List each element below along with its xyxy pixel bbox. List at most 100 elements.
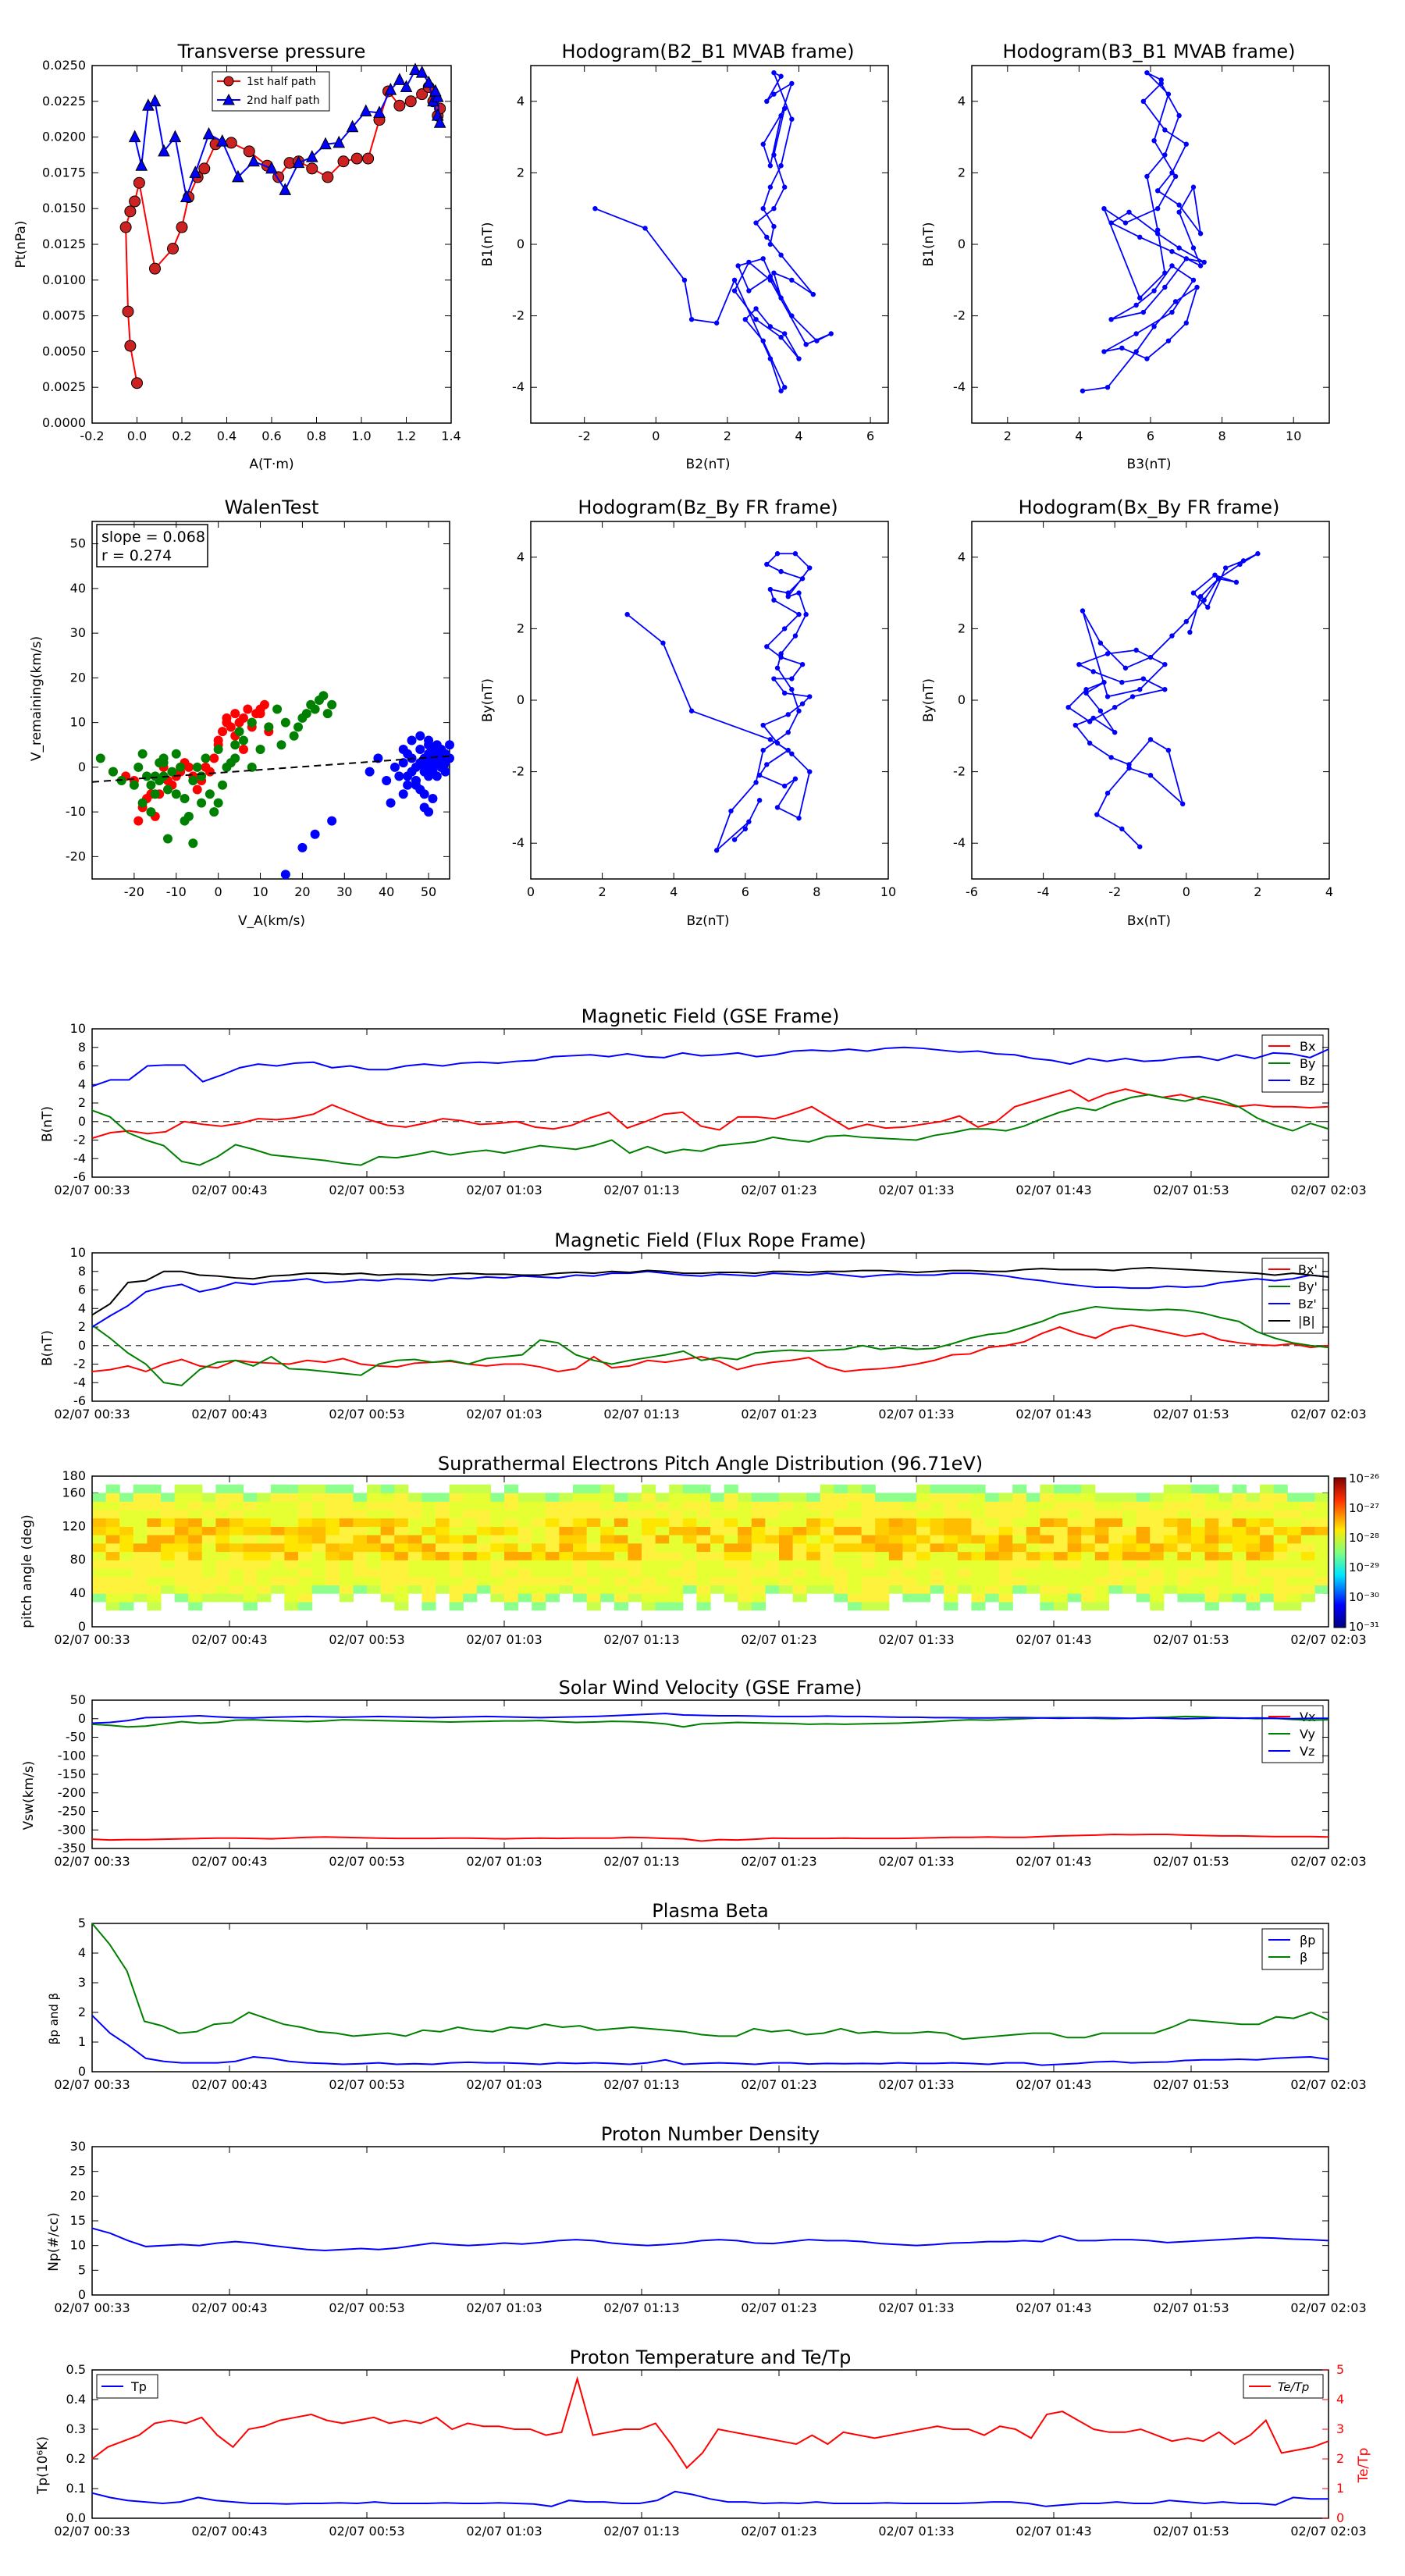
heatmap-cell <box>888 1535 903 1544</box>
heatmap-cell <box>1287 1567 1302 1578</box>
mag-fr-panel: Magnetic Field (Flux Rope Frame) B(nT) <box>40 1229 866 1366</box>
heatmap-cell <box>174 1585 189 1594</box>
heatmap-cell <box>724 1484 738 1494</box>
heatmap-cell <box>284 1517 299 1527</box>
hodogram-bz-by-title: Hodogram(Bz_By FR frame) <box>578 496 838 518</box>
data-point <box>1201 259 1207 265</box>
data-point <box>774 551 781 557</box>
heatmap-cell <box>682 1542 697 1553</box>
heatmap-cell <box>174 1567 189 1578</box>
heatmap-cell <box>738 1593 752 1603</box>
heatmap-cell <box>779 1585 794 1594</box>
heatmap-cell <box>436 1493 450 1502</box>
heatmap-cell <box>339 1560 354 1569</box>
heatmap-cell <box>875 1535 890 1544</box>
heatmap-cell <box>888 1509 903 1519</box>
heatmap-cell <box>161 1585 176 1594</box>
heatmap-cell <box>751 1542 766 1553</box>
x-tick-label: -2 <box>1108 884 1121 899</box>
data-point <box>124 205 137 218</box>
heatmap-cell <box>1081 1585 1096 1594</box>
heatmap-cell <box>215 1535 230 1544</box>
heatmap-cell <box>119 1493 134 1502</box>
data-point <box>624 611 630 617</box>
y-tick-label: 160 <box>62 1485 86 1500</box>
y-tick-label: -150 <box>58 1767 86 1781</box>
data-point <box>778 334 784 340</box>
heatmap-cell <box>1191 1551 1206 1560</box>
legend-label-vx: Vx <box>1300 1710 1315 1724</box>
heatmap-cell <box>642 1576 656 1585</box>
y-tick-label: -4 <box>512 379 525 394</box>
scatter-point-blue <box>428 753 438 763</box>
data-point <box>1112 730 1118 735</box>
heatmap-cell <box>765 1585 780 1594</box>
heatmap-cell <box>339 1551 354 1560</box>
heatmap-cell <box>201 1560 216 1569</box>
heatmap-cell <box>682 1493 697 1502</box>
data-point <box>119 221 132 233</box>
x-tick-label: 1.0 <box>351 429 371 443</box>
heatmap-cell <box>1204 1567 1219 1578</box>
scatter-point-blue <box>280 870 290 880</box>
heatmap-cell <box>422 1560 436 1569</box>
heatmap-cell <box>174 1535 189 1544</box>
heatmap-cell <box>270 1484 285 1494</box>
x-tick-label: 02/07 01:33 <box>878 1854 954 1869</box>
data-point <box>1222 565 1229 571</box>
y-tick-label: -4 <box>953 835 966 850</box>
heatmap-cell <box>284 1567 299 1578</box>
data-point <box>771 69 777 76</box>
heatmap-cell <box>394 1560 409 1569</box>
heatmap-cell <box>147 1517 162 1527</box>
heatmap-cell <box>1273 1509 1288 1519</box>
heatmap-cell <box>147 1601 162 1611</box>
heatmap-cell <box>875 1493 890 1502</box>
heatmap-cell <box>394 1542 409 1553</box>
heatmap-cell <box>614 1593 628 1603</box>
heatmap-cell <box>1026 1526 1040 1535</box>
heatmap-cell <box>1150 1526 1165 1535</box>
heatmap-cell <box>820 1585 834 1594</box>
y-tick-label: 2 <box>958 165 966 180</box>
heatmap-cell <box>1191 1585 1206 1594</box>
heatmap-cell <box>215 1585 230 1594</box>
heatmap-cell <box>353 1585 368 1594</box>
heatmap-cell <box>422 1526 436 1535</box>
heatmap-cell <box>724 1567 738 1578</box>
y-tick-label: 4 <box>958 94 966 109</box>
heatmap-cell <box>229 1484 244 1494</box>
x-tick-label: 02/07 01:43 <box>1016 1183 1091 1197</box>
heatmap-cell <box>724 1551 738 1560</box>
x-tick-label: 50 <box>421 884 436 899</box>
heatmap-cell <box>518 1535 532 1544</box>
heatmap-cell <box>353 1517 368 1527</box>
heatmap-cell <box>1314 1517 1329 1527</box>
heatmap-cell <box>504 1567 519 1578</box>
scatter-point-blue <box>436 762 446 772</box>
scatter-point-green <box>158 758 169 768</box>
colorbar-tick-label: 10⁻³⁰ <box>1349 1590 1379 1604</box>
y-tick-label: 4 <box>78 1076 86 1091</box>
heatmap-cell <box>367 1551 382 1560</box>
heatmap-cell <box>92 1585 107 1594</box>
heatmap-cell <box>545 1509 560 1519</box>
hodogram-b3-b1-panel: Hodogram(B3_B1 MVAB frame) B3(nT) B1(nT) <box>921 41 1295 472</box>
legend-label-by: By <box>1300 1056 1315 1071</box>
scatter-point-green <box>197 798 207 808</box>
plot-frame <box>91 1699 1329 1849</box>
data-point <box>149 262 161 275</box>
x-tick-label: 02/07 00:53 <box>329 1183 404 1197</box>
heatmap-cell <box>407 1501 422 1510</box>
heatmap-cell <box>504 1601 519 1611</box>
heatmap-cell <box>916 1585 931 1594</box>
heatmap-cell <box>834 1576 848 1585</box>
heatmap-cell <box>545 1501 560 1510</box>
heatmap-cell <box>532 1509 546 1519</box>
heatmap-cell <box>1300 1567 1315 1578</box>
heatmap-cell <box>614 1493 628 1502</box>
plot-frame <box>91 521 450 880</box>
heatmap-cell <box>119 1560 134 1569</box>
heatmap-cell <box>559 1526 574 1535</box>
heatmap-cell <box>188 1493 203 1502</box>
